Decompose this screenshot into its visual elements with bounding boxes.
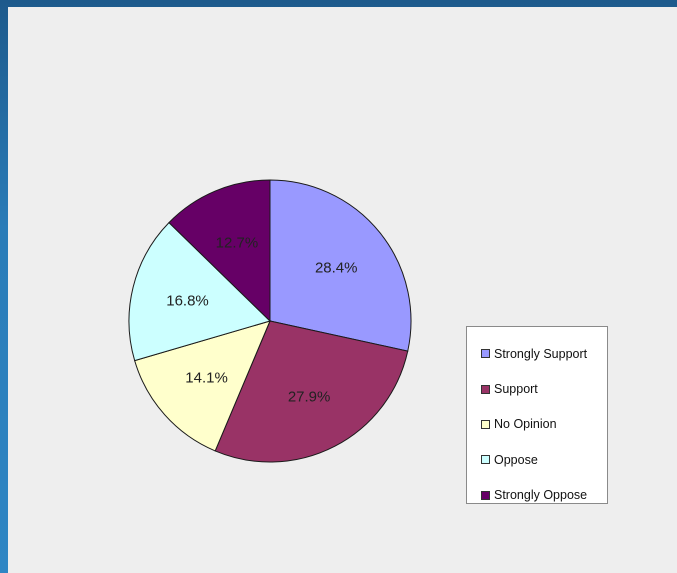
legend-item-support: Support	[467, 371, 607, 406]
pie-label-no-opinion: 14.1%	[185, 370, 228, 387]
pie-slice-strongly-oppose	[168, 179, 271, 323]
legend-swatch-no-opinion	[481, 419, 490, 429]
pie-slice-strongly-support	[269, 179, 412, 352]
legend: Strongly Support Support No Opinion Oppo…	[466, 326, 608, 504]
legend-item-no-opinion: No Opinion	[467, 407, 607, 442]
legend-label-oppose: Oppose	[494, 452, 538, 467]
pie-slice-oppose	[128, 221, 271, 362]
legend-label-no-opinion: No Opinion	[494, 417, 557, 432]
pie-chart: 28.4% 27.9% 14.1% 16.8% 12.7%	[128, 179, 412, 463]
legend-label-strongly-oppose: Strongly Oppose	[494, 488, 588, 503]
legend-label-support: Support	[494, 382, 538, 397]
pie-label-support: 27.9%	[288, 388, 331, 405]
pie-slice-support	[214, 320, 409, 463]
pie-label-strongly-oppose: 12.7%	[216, 235, 259, 252]
chart-panel: 28.4% 27.9% 14.1% 16.8% 12.7% Strongly Suppo…	[8, 7, 677, 573]
legend-swatch-oppose	[481, 455, 490, 465]
legend-swatch-strongly-oppose	[481, 490, 490, 500]
legend-item-strongly-oppose: Strongly Oppose	[467, 478, 607, 513]
pie-label-oppose: 16.8%	[166, 292, 209, 309]
legend-swatch-support	[481, 384, 490, 394]
legend-item-oppose: Oppose	[467, 442, 607, 477]
pie-label-strongly-support: 28.4%	[315, 260, 358, 277]
legend-label-strongly-support: Strongly Support	[494, 346, 588, 361]
legend-item-strongly-support: Strongly Support	[467, 336, 607, 371]
pie-slice-no-opinion	[134, 320, 271, 452]
legend-swatch-strongly-support	[481, 349, 490, 359]
